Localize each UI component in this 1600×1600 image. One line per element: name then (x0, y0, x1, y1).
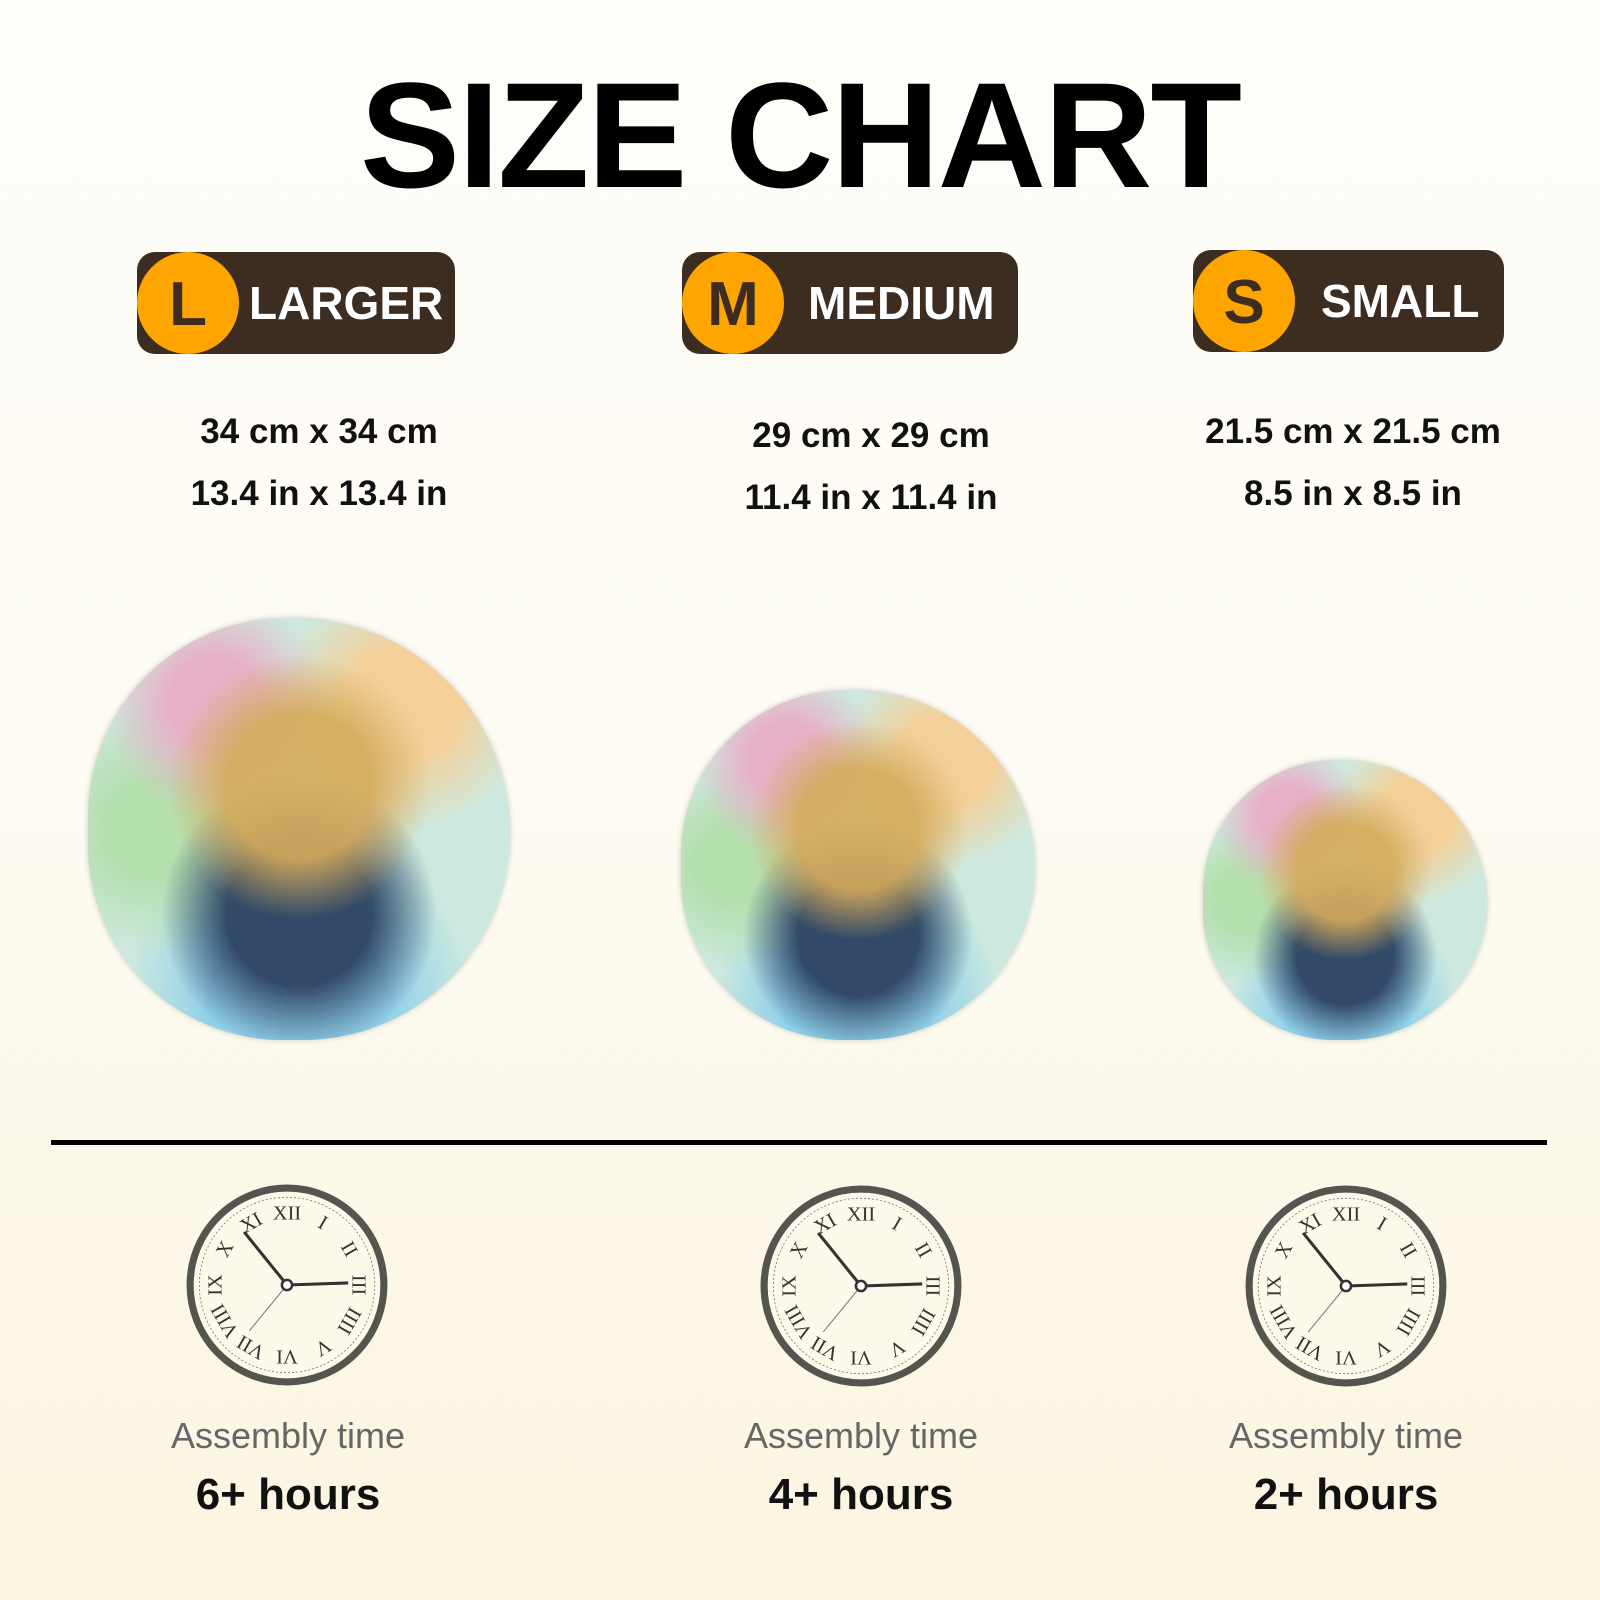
dimension-in: 8.5 in x 8.5 in (1244, 474, 1462, 513)
dimension-cm: 29 cm x 29 cm (752, 416, 990, 455)
size-name: MEDIUM (808, 277, 995, 329)
svg-text:IX: IX (779, 1275, 801, 1297)
puzzle-image-medium (681, 690, 1035, 1040)
divider (51, 1140, 1547, 1145)
svg-text:IX: IX (1264, 1275, 1286, 1297)
puzzle-image-large (88, 618, 510, 1040)
svg-text:XII: XII (1332, 1204, 1361, 1226)
svg-text:VI: VI (850, 1346, 872, 1368)
assembly-label: Assembly time (1228, 1415, 1464, 1456)
page-title: SIZE CHART (360, 51, 1242, 219)
size-letter: S (1193, 250, 1295, 352)
svg-text:VI: VI (276, 1345, 298, 1367)
size-name: LARGER (249, 277, 444, 329)
svg-text:XII: XII (273, 1203, 302, 1225)
svg-text:III: III (1406, 1276, 1428, 1297)
size-name: SMALL (1321, 275, 1480, 327)
size-letter: M (682, 252, 784, 354)
assembly-time: 2+ hours (1253, 1470, 1439, 1519)
dimension-cm: 34 cm x 34 cm (200, 412, 438, 451)
dimension-in: 11.4 in x 11.4 in (744, 478, 998, 517)
svg-text:VI: VI (1335, 1346, 1357, 1368)
assembly-time: 6+ hours (195, 1470, 381, 1519)
size-badge-medium: M MEDIUM (682, 252, 1018, 354)
assembly-label: Assembly time (743, 1415, 979, 1456)
puzzle-image-small (1203, 760, 1487, 1040)
assembly-label: Assembly time (170, 1415, 406, 1456)
size-badge-large: L LARGER (137, 252, 455, 354)
svg-text:III: III (921, 1276, 943, 1297)
size-letter: L (137, 252, 239, 354)
svg-text:III: III (347, 1275, 369, 1296)
size-badge-small: S SMALL (1193, 250, 1504, 352)
svg-text:IX: IX (205, 1274, 227, 1296)
svg-text:XII: XII (847, 1204, 876, 1226)
assembly-time: 4+ hours (768, 1470, 954, 1519)
dimension-in: 13.4 in x 13.4 in (190, 474, 448, 513)
dimension-cm: 21.5 cm x 21.5 cm (1205, 412, 1501, 451)
